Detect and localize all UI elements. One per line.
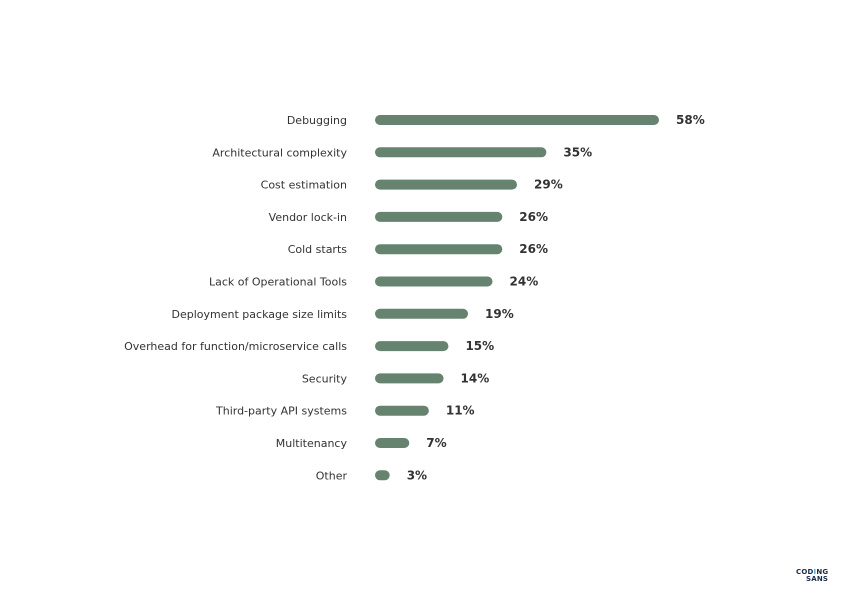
- bar: [375, 211, 503, 222]
- value-label: 19%: [485, 307, 514, 321]
- coding-sans-logo: CODING SANS: [796, 568, 829, 583]
- category-label: Cold starts: [288, 243, 348, 256]
- value-label: 14%: [461, 371, 490, 385]
- value-label: 26%: [519, 210, 548, 224]
- category-label: Deployment package size limits: [172, 308, 348, 321]
- category-label: Security: [302, 372, 348, 385]
- category-label: Third-party API systems: [215, 405, 347, 418]
- value-label: 24%: [510, 275, 539, 289]
- category-label: Cost estimation: [261, 179, 347, 192]
- bar: [375, 405, 429, 416]
- bar: [375, 179, 517, 190]
- value-label: 26%: [519, 242, 548, 256]
- bar: [375, 373, 444, 384]
- value-label: 7%: [426, 436, 446, 450]
- category-label: Vendor lock-in: [269, 211, 347, 224]
- value-label: 11%: [446, 404, 475, 418]
- value-label: 3%: [407, 468, 427, 482]
- value-label: 29%: [534, 178, 563, 192]
- value-label: 58%: [676, 113, 705, 127]
- category-label: Other: [316, 469, 348, 482]
- category-label: Overhead for function/microservice calls: [124, 340, 347, 353]
- category-label: Lack of Operational Tools: [209, 276, 347, 289]
- bar: [375, 341, 449, 352]
- category-label: Debugging: [287, 114, 347, 127]
- bar: [375, 470, 390, 481]
- category-label: Multitenancy: [276, 437, 348, 450]
- bar: [375, 438, 410, 448]
- bar: [375, 276, 493, 287]
- bar: [375, 244, 503, 255]
- bar: [375, 115, 659, 125]
- value-label: 15%: [465, 339, 494, 353]
- value-label: 35%: [563, 145, 592, 159]
- bar: [375, 308, 469, 319]
- category-label: Architectural complexity: [212, 146, 347, 159]
- bar: [375, 147, 547, 158]
